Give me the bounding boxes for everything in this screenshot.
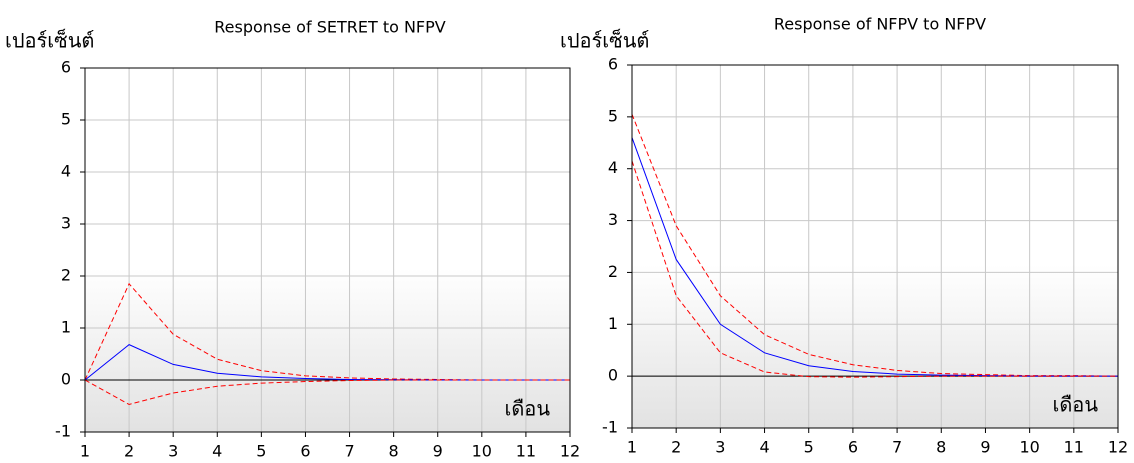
x-tick-label: 2 [671, 438, 681, 457]
series-line [631, 160, 1118, 378]
y-tick-label: 3 [61, 214, 71, 233]
series-line [631, 137, 1118, 377]
y-tick-label: 6 [608, 55, 618, 74]
y-tick-label: 2 [608, 262, 618, 281]
y-tick-label: 4 [61, 162, 71, 181]
x-tick-label: 11 [1064, 438, 1084, 457]
plot-area [632, 65, 1118, 428]
x-tick-label: 3 [715, 438, 725, 457]
x-tick-label: 5 [804, 438, 814, 457]
x-tick-label: 10 [1019, 438, 1039, 457]
series-line [84, 379, 570, 405]
x-tick-label: 11 [516, 442, 536, 461]
x-tick-label: 9 [980, 438, 990, 457]
y-tick-label: 5 [608, 106, 618, 125]
x-axis-label: เดือน [1052, 393, 1098, 417]
x-tick-label: 3 [168, 442, 178, 461]
x-tick-label: 4 [212, 442, 222, 461]
y-tick-label: -1 [602, 418, 618, 437]
y-tick-label: 2 [61, 266, 71, 285]
y-tick-label: 1 [608, 314, 618, 333]
y-axis-label: เปอร์เซ็นต์ [5, 28, 94, 53]
plot-area [85, 68, 570, 432]
y-tick-label: 1 [61, 318, 71, 337]
x-tick-label: 7 [344, 442, 354, 461]
y-axis-label: เปอร์เซ็นต์ [560, 28, 649, 53]
x-tick-label: 12 [560, 442, 580, 461]
x-tick-label: 6 [300, 442, 310, 461]
series-line [631, 114, 1119, 377]
y-tick-label: 4 [608, 158, 618, 177]
y-tick-label: 3 [608, 210, 618, 229]
y-tick-label: 5 [61, 110, 71, 129]
x-tick-label: 1 [627, 438, 637, 457]
x-tick-label: 8 [389, 442, 399, 461]
x-tick-label: 7 [892, 438, 902, 457]
x-tick-label: 8 [936, 438, 946, 457]
x-tick-label: 2 [124, 442, 134, 461]
chart-title: Response of SETRET to NFPV [214, 18, 446, 37]
x-tick-label: 5 [256, 442, 266, 461]
plot-frame [84, 67, 571, 433]
x-axis-label: เดือน [504, 397, 550, 421]
plot-frame [631, 64, 1119, 429]
chart-title: Response of NFPV to NFPV [774, 15, 986, 34]
y-tick-label: 0 [608, 366, 618, 385]
x-tick-label: 1 [80, 442, 90, 461]
x-tick-label: 9 [433, 442, 443, 461]
x-tick-label: 10 [472, 442, 492, 461]
y-tick-label: -1 [55, 422, 71, 441]
y-tick-label: 0 [61, 370, 71, 389]
x-tick-label: 4 [759, 438, 769, 457]
x-tick-label: 6 [848, 438, 858, 457]
y-tick-label: 6 [61, 58, 71, 77]
x-tick-label: 12 [1108, 438, 1128, 457]
